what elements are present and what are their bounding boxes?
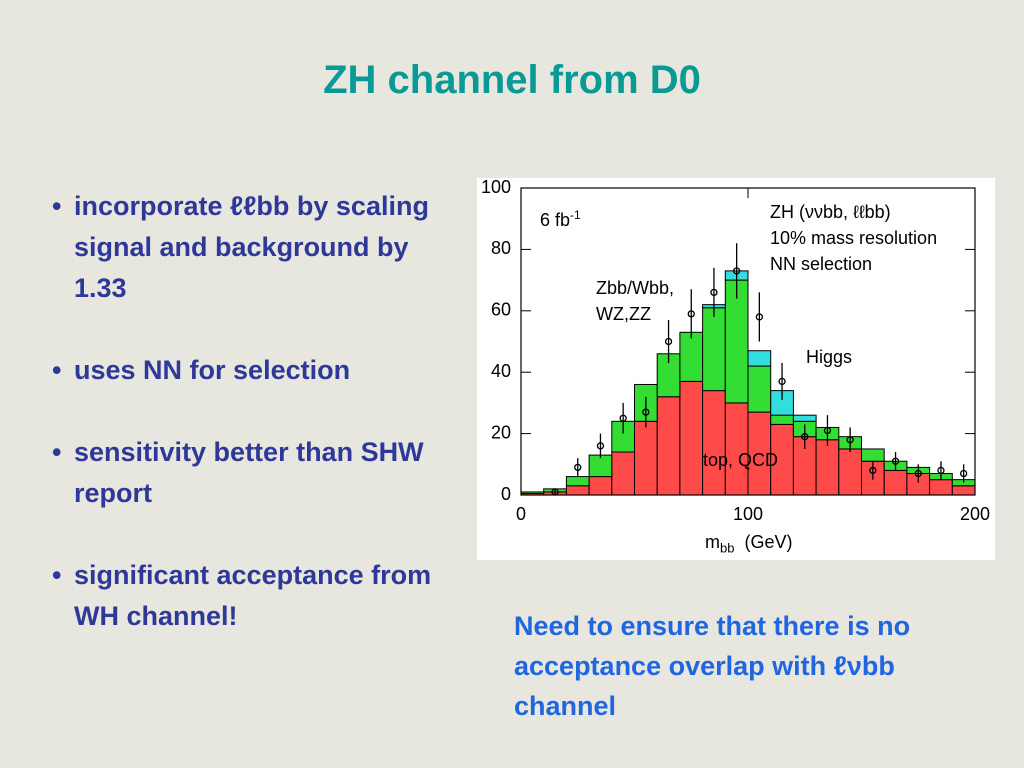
series-label: Higgs bbox=[806, 347, 853, 367]
bar bbox=[792, 414, 817, 422]
bar bbox=[565, 476, 590, 487]
x-label-main: m bbox=[705, 532, 720, 552]
lumi-sup: -1 bbox=[570, 208, 581, 222]
bar bbox=[747, 350, 772, 367]
data-point bbox=[755, 313, 764, 321]
data-point bbox=[596, 442, 605, 450]
info-box: ZH (ννbb, ℓℓbb) 10% mass resolution NN s… bbox=[770, 199, 937, 277]
bar bbox=[656, 396, 681, 496]
bar bbox=[679, 380, 704, 496]
x-tick-label: 0 bbox=[516, 504, 526, 524]
bar bbox=[770, 414, 794, 425]
info-line: NN selection bbox=[770, 254, 873, 274]
bar bbox=[702, 390, 726, 496]
bar bbox=[634, 420, 658, 496]
bullet: incorporate ℓℓbb by scaling signal and b… bbox=[52, 186, 447, 309]
lumi: 6 fb bbox=[540, 210, 571, 230]
x-axis-label: mbb (GeV) bbox=[705, 529, 793, 562]
bar bbox=[565, 485, 590, 496]
data-point bbox=[710, 288, 718, 297]
data-point bbox=[869, 466, 877, 475]
data-point bbox=[732, 267, 741, 275]
y-tick-label: 60 bbox=[491, 300, 511, 320]
data-point bbox=[574, 463, 582, 472]
data-point bbox=[914, 469, 922, 478]
x-tick-label: 100 bbox=[733, 504, 763, 524]
bar bbox=[702, 307, 726, 392]
bar bbox=[520, 491, 545, 494]
y-tick-label: 20 bbox=[491, 422, 511, 442]
data-point bbox=[959, 469, 968, 478]
data-point bbox=[937, 466, 945, 475]
bar bbox=[679, 331, 704, 382]
y-tick-label: 40 bbox=[491, 361, 511, 381]
data-point bbox=[619, 414, 627, 422]
chart: 0 20 40 60 80 100 0 100 200 6 fb-1 ZH (ννbb, ℓℓb… bbox=[477, 178, 995, 560]
bar bbox=[815, 439, 840, 496]
lumi-label: 6 fb-1 bbox=[540, 202, 581, 233]
y-tick-label: 80 bbox=[491, 238, 511, 258]
info-line: 10% mass resolution bbox=[770, 228, 938, 248]
bar bbox=[611, 451, 636, 496]
x-label-unit: (GeV) bbox=[744, 532, 793, 552]
data-point bbox=[687, 310, 695, 318]
bar bbox=[838, 448, 862, 496]
x-label-sub: bb bbox=[720, 540, 735, 556]
x-tick-label: 200 bbox=[960, 504, 990, 524]
bar bbox=[929, 479, 953, 496]
data-point bbox=[846, 436, 854, 444]
bar bbox=[951, 485, 976, 496]
bar bbox=[861, 448, 885, 462]
note: Need to ensure that there is no acceptan… bbox=[514, 611, 911, 721]
bullet: uses NN for selection bbox=[52, 350, 447, 391]
data-point bbox=[823, 426, 832, 435]
bar bbox=[724, 279, 749, 404]
bar bbox=[747, 365, 772, 413]
bar bbox=[883, 469, 908, 496]
y-tick-label: 0 bbox=[501, 484, 511, 504]
data-point bbox=[642, 408, 650, 416]
data-point bbox=[891, 457, 900, 465]
series-label: Zbb/Wbb, WZ,ZZ bbox=[596, 278, 675, 324]
bar bbox=[588, 454, 613, 478]
plot: 0 20 40 60 80 100 0 100 200 bbox=[481, 178, 990, 524]
data-point bbox=[778, 377, 786, 386]
bullet: significant acceptance from WH channel! bbox=[52, 555, 447, 637]
info-line: ZH (ννbb, ℓℓbb) bbox=[770, 202, 891, 222]
series-label: top, QCD bbox=[703, 450, 779, 470]
bar bbox=[588, 476, 613, 496]
data-point bbox=[801, 433, 809, 441]
data-point bbox=[664, 337, 673, 346]
slide-title: ZH channel from D0 bbox=[323, 58, 701, 102]
bullet: sensitivity better than SHW report bbox=[52, 432, 447, 514]
y-tick-label: 100 bbox=[481, 178, 511, 197]
bullet-list: incorporate ℓℓbb by scaling signal and b… bbox=[52, 186, 447, 678]
